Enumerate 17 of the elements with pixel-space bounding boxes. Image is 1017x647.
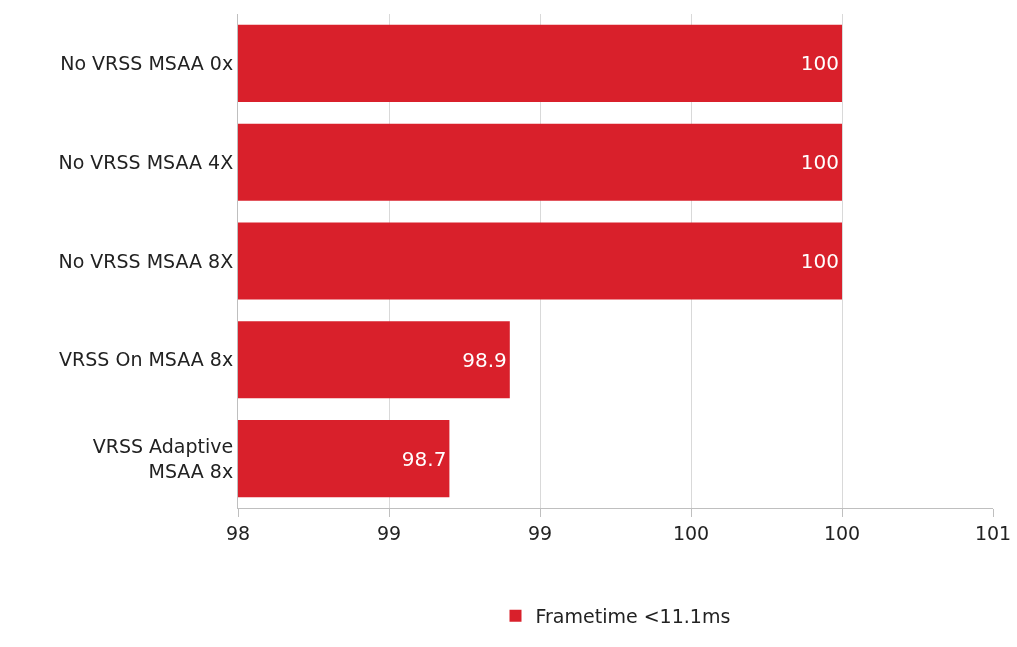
x-tick-label: 99 xyxy=(527,521,553,544)
x-tick-label: 100 xyxy=(672,521,710,544)
x-tick-label: 99 xyxy=(376,521,402,544)
x-tick-label: 100 xyxy=(823,521,861,544)
data-label: 98.9 xyxy=(462,347,507,372)
data-label: 100 xyxy=(800,150,839,175)
data-label: 100 xyxy=(800,249,839,273)
y-tick-label: No VRSS MSAA 4X xyxy=(58,150,234,173)
y-tick-label: VRSS Adaptive MSAA 8x xyxy=(92,434,234,482)
x-tick-label: 98 xyxy=(225,521,251,544)
x-tick-label: 101 xyxy=(974,521,1012,544)
y-tick-label: No VRSS MSAA 8X xyxy=(58,249,234,272)
y-tick-label: VRSS On MSAA 8x xyxy=(59,348,234,371)
y-tick-label: No VRSS MSAA 0x xyxy=(60,52,234,75)
data-label: 100 xyxy=(800,51,839,76)
data-label: 98.7 xyxy=(401,446,447,471)
legend-label: Frametime <11.1ms xyxy=(535,605,731,628)
